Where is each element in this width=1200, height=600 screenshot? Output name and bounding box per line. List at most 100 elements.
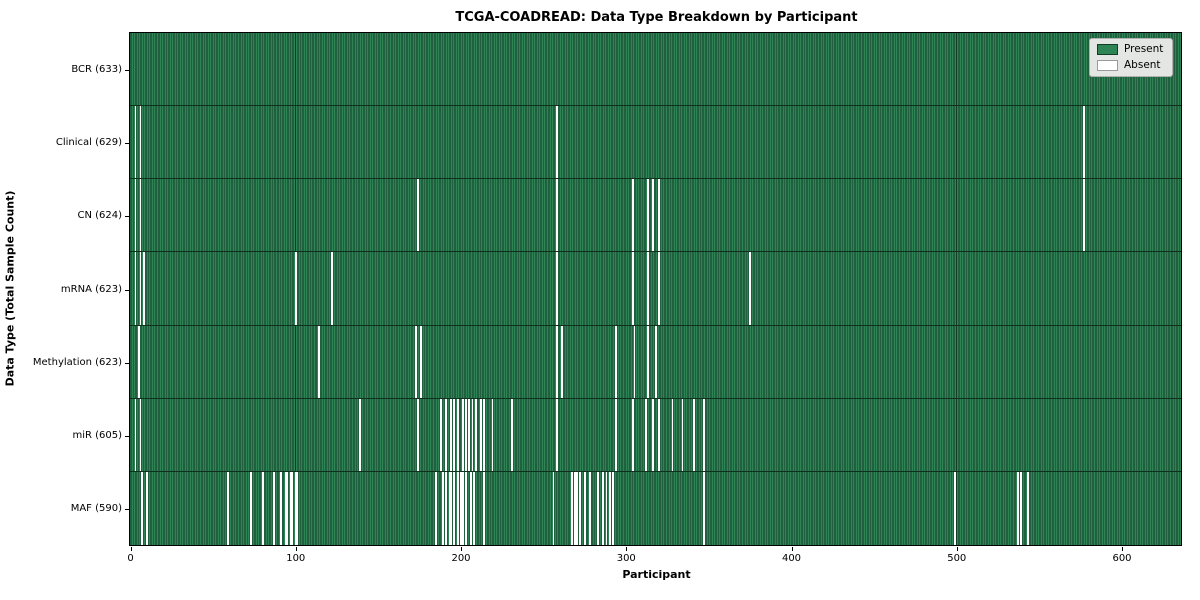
absent-stripe [134,179,137,252]
y-tick-mark [125,362,129,364]
absent-stripe [615,398,618,471]
absent-stripe [435,471,438,545]
absent-stripe [575,471,578,545]
absent-stripe [261,471,264,545]
absent-stripe [448,471,451,545]
x-tick-mark [461,547,462,551]
chart-title: TCGA-COADREAD: Data Type Breakdown by Pa… [455,10,858,25]
y-tick-label-clinical: Clinical (629) [55,137,122,149]
absent-stripe [749,252,752,325]
absent-stripe [1017,471,1019,545]
x-tick-label: 400 [781,552,802,564]
absent-stripe [570,471,573,545]
absent-stripe [440,398,443,471]
absent-stripe [445,398,448,471]
absent-stripe [453,471,456,545]
x-tick-label: 0 [127,552,134,564]
row-band-maf [130,471,1181,545]
absent-stripe [608,471,611,545]
absent-stripe [134,106,137,179]
absent-stripe [250,471,253,545]
x-tick-mark [791,547,793,551]
y-tick-label-cn: CN (624) [77,210,122,222]
row-band-clinical [130,106,1181,180]
absent-stripe [141,471,143,545]
x-tick-label: 300 [616,552,636,564]
absent-stripe [445,471,448,545]
absent-stripe [651,179,654,252]
absent-stripe [453,398,456,471]
absent-stripe [703,471,705,545]
absent-stripe [139,106,142,179]
absent-stripe [555,106,558,179]
absent-stripe [417,179,419,252]
y-tick-label-mir: miR (605) [72,429,122,441]
x-tick-mark [1122,547,1123,551]
absent-stripe [646,179,649,252]
absent-stripe [1083,179,1085,252]
x-tick-label: 200 [451,552,471,564]
absent-stripe [139,252,142,325]
x-tick-label: 500 [947,552,967,564]
absent-stripe [511,398,514,471]
absent-stripe [579,471,581,545]
absent-stripe [1026,471,1029,545]
y-tick-mark [125,435,129,437]
absent-stripe [450,398,452,471]
legend-swatch-absent [1097,60,1118,71]
absent-stripe [284,471,287,545]
absent-stripe [317,325,320,398]
y-tick-mark [125,70,129,72]
absent-stripe [703,398,705,471]
row-band-bcr [130,33,1181,107]
absent-stripe [139,179,142,252]
absent-stripe [1020,471,1023,545]
x-tick-mark [956,547,958,551]
y-tick-mark [125,289,129,291]
absent-stripe [137,325,140,398]
y-tick-label-bcr: BCR (633) [71,64,122,76]
x-axis-title: Participant [622,568,691,581]
absent-stripe [555,179,558,252]
legend-label-present: Present [1124,43,1164,55]
absent-stripe [631,179,634,252]
absent-stripe [461,398,464,471]
absent-stripe [658,179,661,252]
absent-stripe [456,398,459,471]
legend-item-present: Present [1097,44,1165,55]
absent-stripe [441,471,444,545]
y-tick-mark [125,143,129,145]
absent-stripe [555,398,558,471]
absent-stripe [574,471,576,545]
absent-stripe [471,398,474,471]
absent-stripe [273,471,276,545]
absent-stripe [555,325,558,398]
absent-stripe [359,398,362,471]
legend-item-absent: Absent [1097,60,1165,71]
absent-stripe [331,252,333,325]
absent-stripe [633,325,636,398]
x-tick-label: 100 [286,552,306,564]
absent-stripe [450,471,452,545]
absent-stripe [417,398,419,471]
y-tick-label-maf: MAF (590) [70,502,122,514]
absent-stripe [651,398,654,471]
absent-stripe [142,252,145,325]
absent-stripe [954,471,956,545]
absent-stripe [479,398,482,471]
absent-stripe [588,471,591,545]
absent-stripe [483,398,486,471]
absent-stripe [645,398,647,471]
x-tick-mark [130,547,132,551]
absent-stripe [681,398,684,471]
row-band-mrna [130,252,1181,326]
absent-stripe [415,325,418,398]
absent-stripe [631,252,634,325]
y-tick-label-mrna: mRNA (623) [60,283,122,295]
y-tick-mark [125,508,129,510]
absent-stripe [461,471,464,545]
absent-stripe [552,471,555,545]
absent-stripe [289,471,292,545]
absent-stripe [693,398,695,471]
